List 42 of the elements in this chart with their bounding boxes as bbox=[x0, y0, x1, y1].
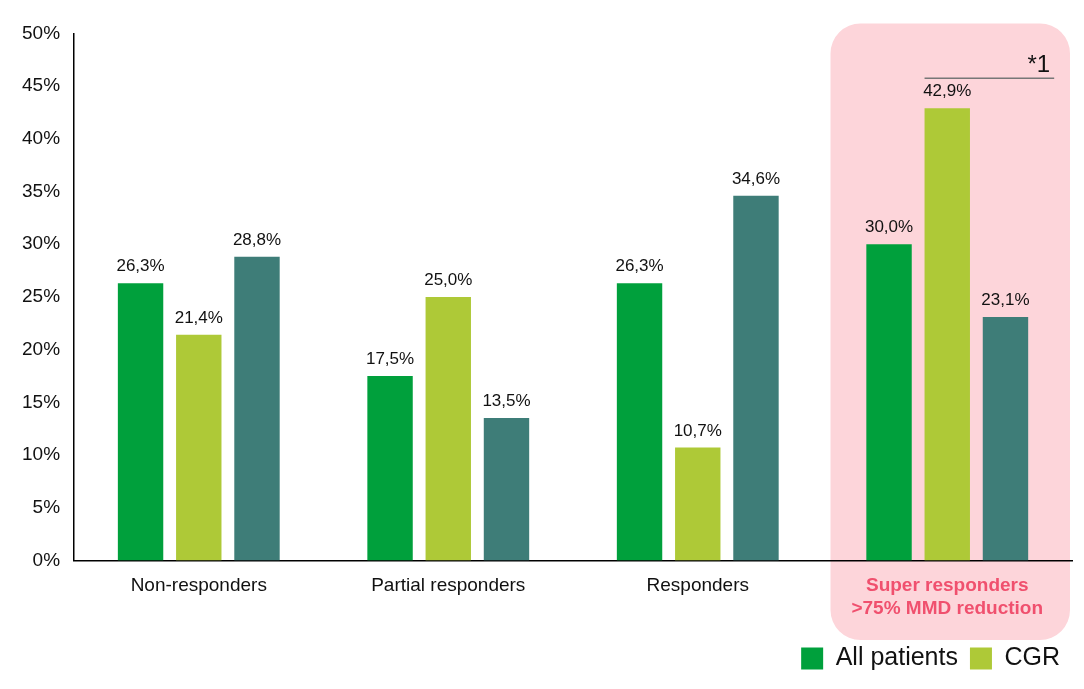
y-tick-label: 50% bbox=[22, 21, 61, 43]
y-tick-label: 15% bbox=[22, 390, 61, 412]
annotation: *1 bbox=[1027, 49, 1051, 77]
y-tick-label: 25% bbox=[22, 285, 61, 307]
bar bbox=[234, 256, 280, 561]
data-label: 30,0% bbox=[864, 217, 914, 237]
data-label: 26,3% bbox=[615, 256, 664, 276]
legend-label: CGR bbox=[1004, 642, 1061, 671]
y-tick-label: 10% bbox=[22, 443, 61, 465]
x-tick-label: Partial responders bbox=[371, 574, 526, 596]
y-tick-label: 20% bbox=[22, 337, 61, 359]
bar bbox=[117, 283, 164, 561]
bar bbox=[866, 244, 912, 561]
y-tick-label: 5% bbox=[32, 495, 61, 517]
bar bbox=[483, 418, 530, 561]
bar bbox=[924, 108, 970, 561]
y-tick-label: 40% bbox=[22, 127, 61, 149]
bar bbox=[367, 375, 413, 561]
bar bbox=[176, 334, 222, 561]
x-tick-label: Super responders >75% MMD reduction bbox=[851, 574, 1044, 618]
y-tick-label: 35% bbox=[22, 179, 61, 201]
bar bbox=[982, 316, 1029, 561]
bar bbox=[675, 447, 721, 561]
bar bbox=[425, 296, 471, 561]
data-label: 13,5% bbox=[482, 391, 531, 411]
data-label: 23,1% bbox=[981, 290, 1030, 310]
y-tick-label: 0% bbox=[32, 548, 61, 570]
data-label: 42,9% bbox=[923, 81, 972, 101]
bar bbox=[733, 195, 779, 561]
data-label: 10,7% bbox=[673, 420, 722, 440]
data-label: 28,8% bbox=[232, 230, 282, 250]
data-label: 25,0% bbox=[424, 270, 473, 290]
data-label: 34,6% bbox=[731, 168, 781, 188]
y-tick-label: 30% bbox=[22, 232, 61, 254]
data-label: 26,3% bbox=[116, 256, 165, 276]
bar bbox=[616, 283, 663, 561]
x-tick-label: Responders bbox=[646, 574, 749, 596]
data-label: 21,4% bbox=[174, 308, 223, 328]
legend-label: All patients bbox=[835, 642, 958, 671]
x-tick-label: Non-responders bbox=[130, 574, 267, 596]
y-tick-label: 45% bbox=[22, 74, 61, 96]
data-label: 17,5% bbox=[365, 349, 415, 369]
